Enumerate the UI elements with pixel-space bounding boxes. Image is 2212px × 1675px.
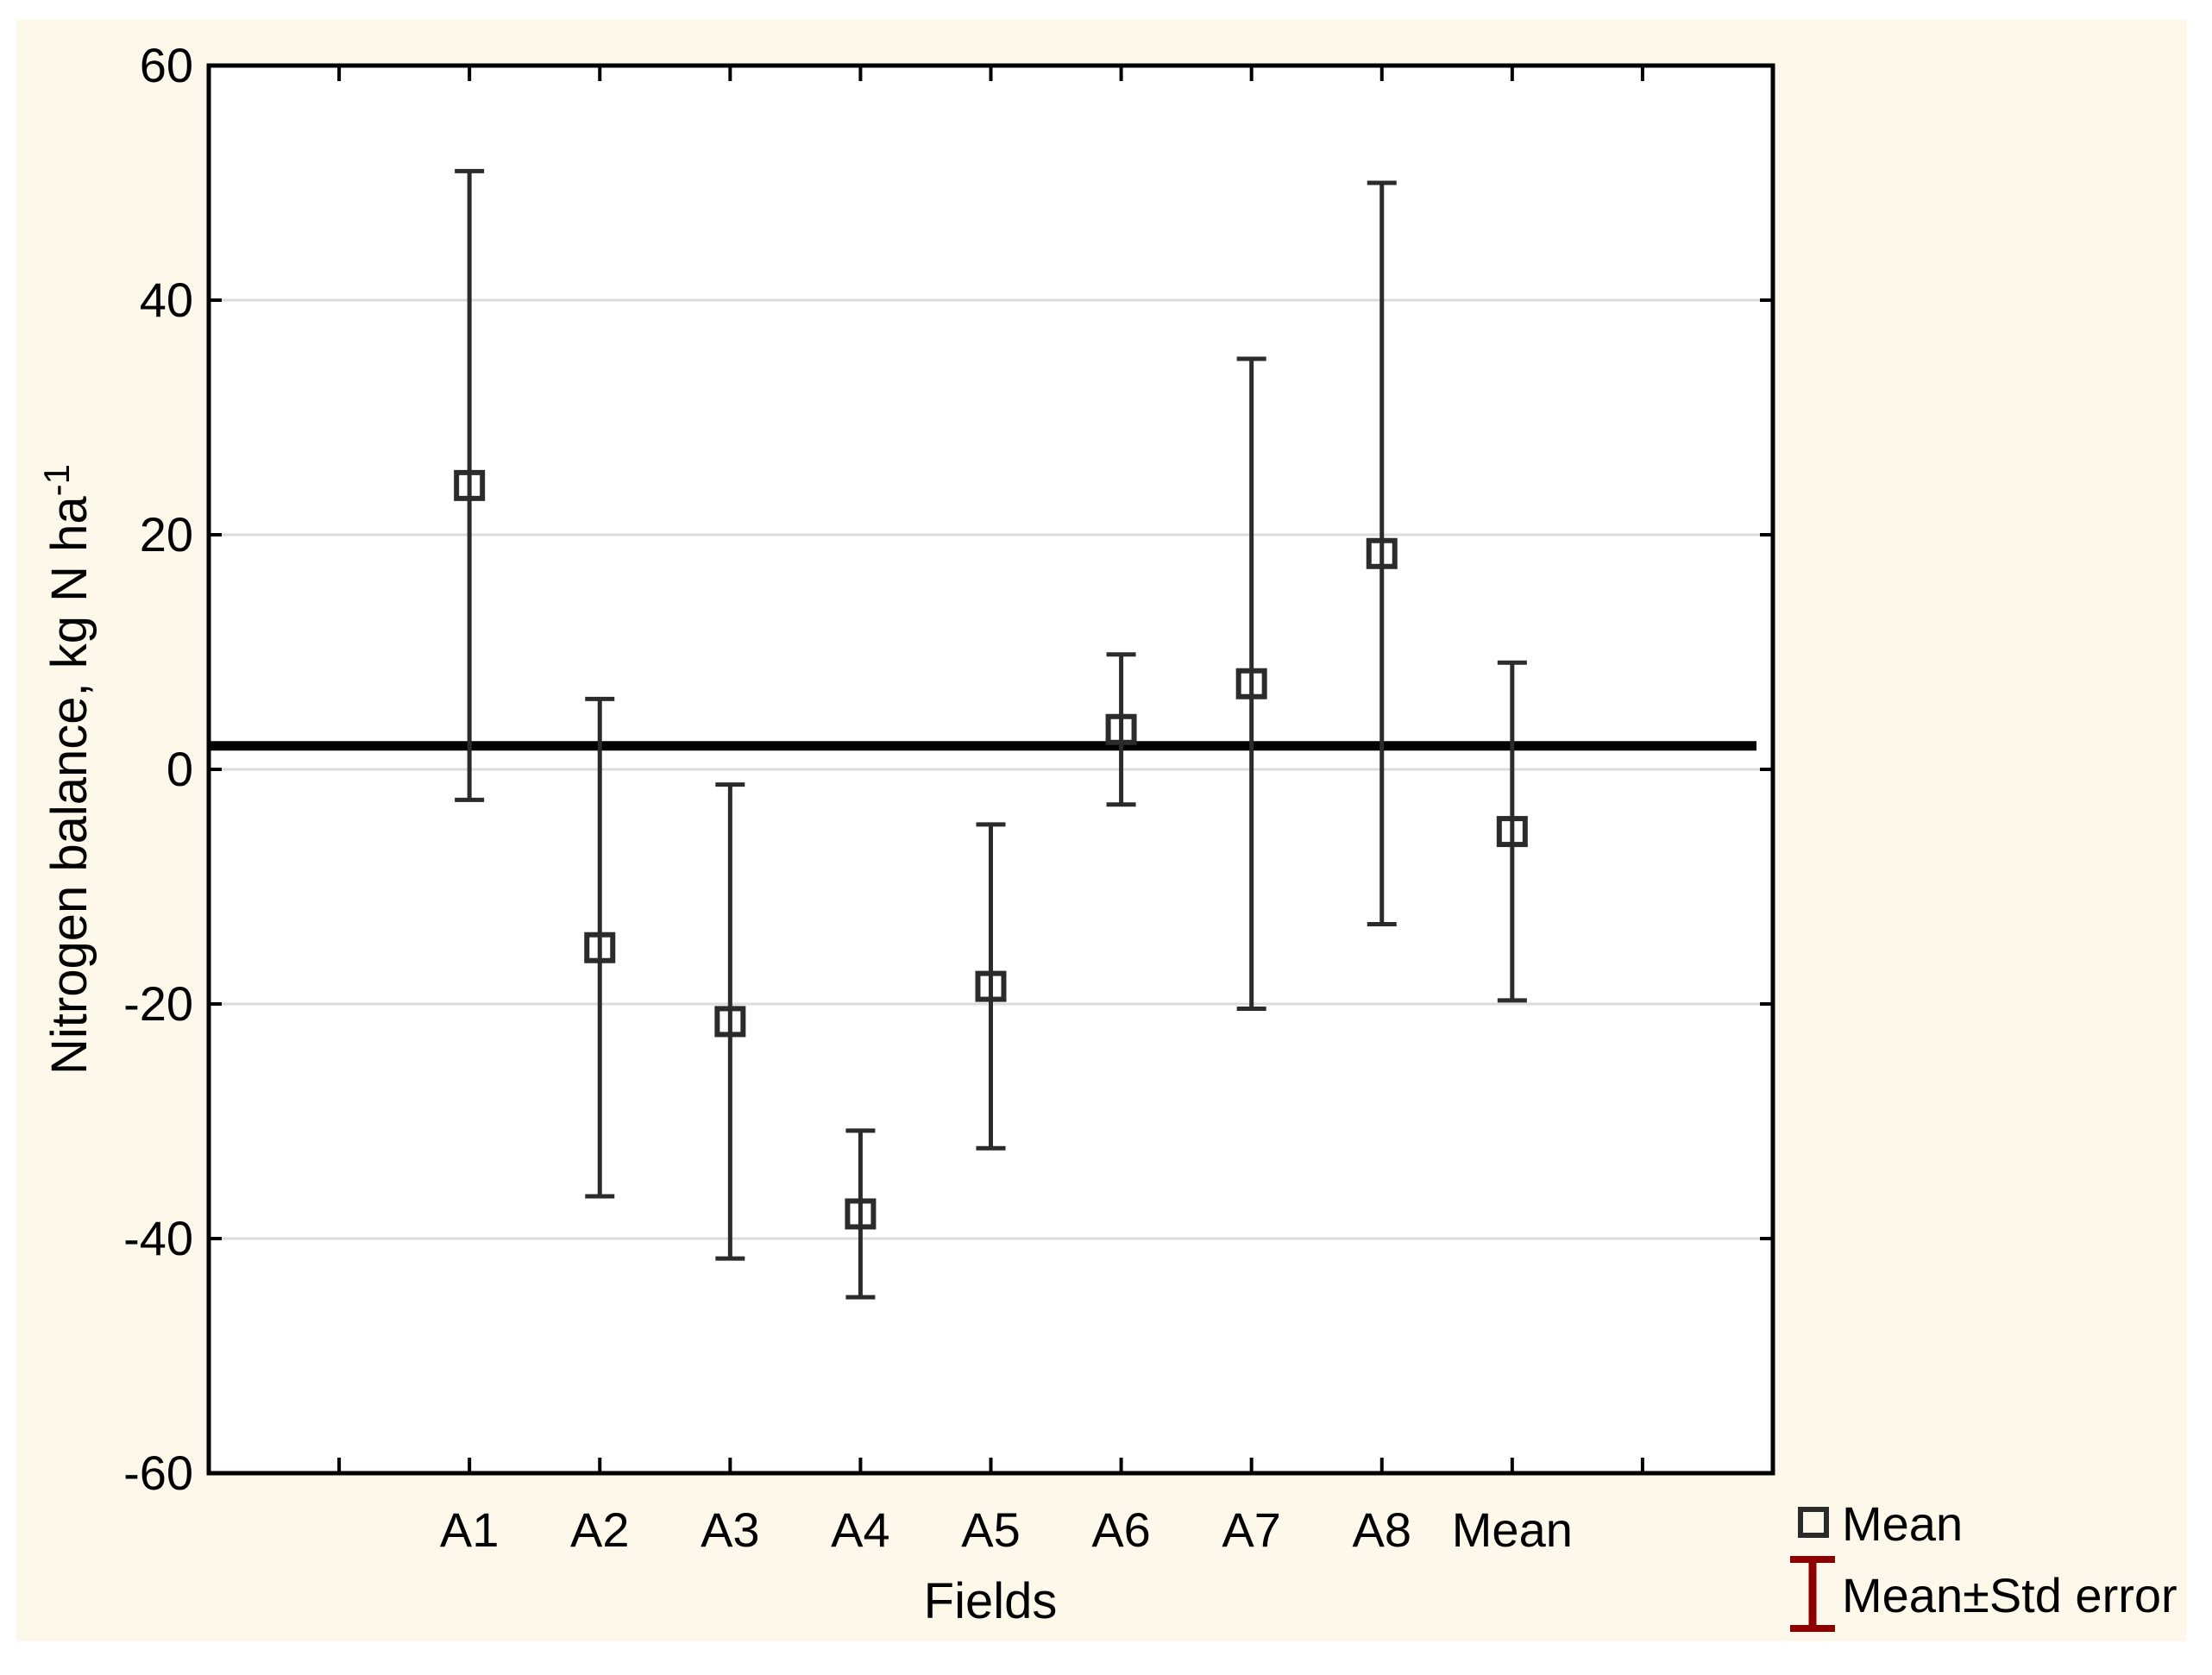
y-tick-label-0: 0 [167, 742, 193, 796]
legend-mean-std-error-label: Mean±Std error [1842, 1568, 2177, 1622]
x-category-label-A4: A4 [831, 1502, 890, 1557]
error-bar-A3 [714, 782, 746, 1261]
mean-marker-A4 [845, 1198, 877, 1230]
x-category-label-A1: A1 [440, 1502, 500, 1557]
error-bar-A4 [845, 1128, 877, 1300]
error-bar-A2 [584, 696, 616, 1199]
error-bar-A1 [454, 168, 486, 802]
x-axis-title: Fields [924, 1573, 1058, 1629]
mean-marker-A5 [975, 970, 1007, 1002]
x-category-label-A3: A3 [701, 1502, 760, 1557]
y-tick-label-20: 20 [140, 507, 193, 561]
error-bar-A6 [1105, 652, 1137, 807]
y-axis-title-superscript: -1 [36, 464, 77, 496]
mean-marker-A7 [1235, 668, 1267, 699]
x-category-labels-layer: A1 A2 A3 A4 A5 A6 A7 A8 Mean [440, 1502, 1573, 1557]
x-category-label-Mean: Mean [1452, 1502, 1573, 1557]
mean-marker-A8 [1366, 537, 1398, 569]
error-bar-A7 [1235, 356, 1267, 1011]
error-bar-A8 [1366, 180, 1398, 927]
y-tick-label-40: 40 [140, 273, 193, 327]
mean-marker-Mean [1496, 816, 1528, 848]
y-tick-labels-layer: 60 40 20 0 -20 -40 -60 [123, 38, 193, 1500]
x-category-label-A5: A5 [961, 1502, 1021, 1557]
mean-marker-A2 [584, 932, 616, 963]
y-tick-label--20: -20 [123, 976, 193, 1031]
legend: Mean Mean±Std error [1790, 1496, 2177, 1632]
error-bar-A5 [975, 822, 1007, 1151]
x-category-label-A6: A6 [1091, 1502, 1151, 1557]
y-axis-title: Nitrogen balance, kg N ha-1 [36, 464, 97, 1075]
mean-marker-A3 [714, 1006, 746, 1038]
plot-border [206, 63, 1775, 1476]
mean-marker-A1 [454, 469, 486, 501]
x-category-label-A2: A2 [570, 1502, 630, 1557]
mean-marker-A6 [1105, 713, 1137, 745]
y-tick-label-60: 60 [140, 38, 193, 92]
error-bar-Mean [1496, 660, 1528, 1003]
x-category-label-A7: A7 [1222, 1502, 1281, 1557]
y-tick-label--40: -40 [123, 1211, 193, 1265]
legend-mean-marker-square-icon [1798, 1507, 1829, 1538]
legend-error-bar-icon [1790, 1556, 1835, 1632]
y-tick-label--60: -60 [123, 1446, 193, 1500]
x-category-label-A8: A8 [1353, 1502, 1412, 1557]
legend-mean-label: Mean [1842, 1496, 1963, 1551]
error-bar-series-layer [454, 168, 1528, 1300]
